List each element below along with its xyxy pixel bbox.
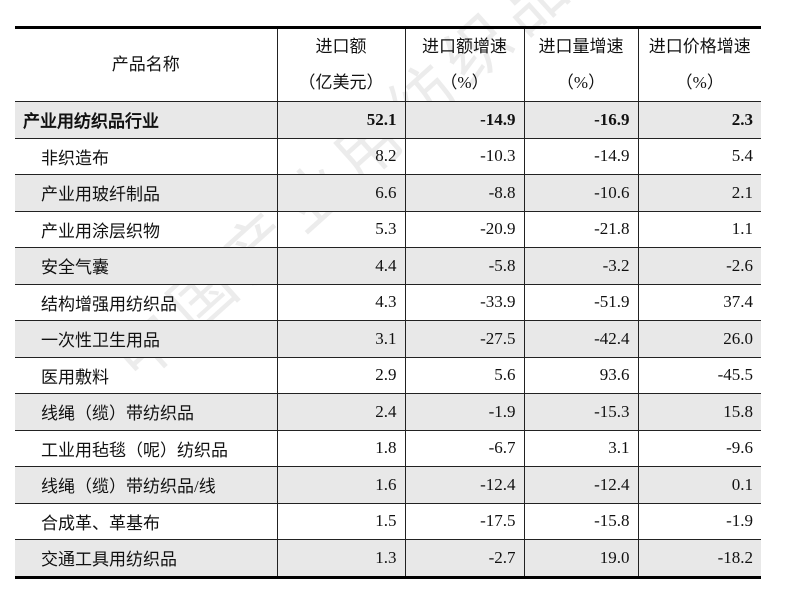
product-name: 线绳（缆）带纺织品 — [15, 393, 278, 431]
value-cell: 1.5 — [277, 502, 406, 540]
value-cell: 5.4 — [638, 137, 761, 175]
header-line1: 进口量增速 — [538, 37, 624, 56]
table-row: 一次性卫生用品 3.1 -27.5 -42.4 26.0 — [15, 320, 761, 358]
value-cell: -14.9 — [524, 137, 639, 175]
column-header: 产品名称 — [15, 27, 278, 102]
product-name: 结构增强用纺织品 — [15, 283, 278, 321]
product-name: 产业用玻纤制品 — [15, 174, 278, 212]
value-cell: 3.1 — [277, 320, 406, 358]
value-cell: 1.1 — [638, 210, 761, 248]
product-name: 医用敷料 — [15, 356, 278, 394]
value-cell: -51.9 — [524, 283, 639, 321]
product-name: 工业用毡毯（呢）纺织品 — [15, 429, 278, 467]
table-row: 医用敷料 2.9 5.6 93.6 -45.5 — [15, 356, 761, 394]
product-name: 非织造布 — [15, 137, 278, 175]
value-cell: 5.3 — [277, 210, 406, 248]
column-header: 进口额 （亿美元） — [277, 27, 406, 102]
header-line1: 进口额增速 — [422, 37, 507, 56]
value-cell: -10.6 — [524, 174, 639, 212]
value-cell: -33.9 — [405, 283, 525, 321]
header-line1: 进口额 — [315, 37, 367, 56]
value-cell: 1.3 — [277, 539, 406, 578]
product-name: 产业用涂层织物 — [15, 210, 278, 248]
value-cell: 15.8 — [638, 393, 761, 431]
value-cell: 4.4 — [277, 247, 406, 285]
value-cell: -14.9 — [405, 101, 525, 139]
value-cell: -1.9 — [405, 393, 525, 431]
column-header: 进口量增速 （%） — [524, 27, 639, 102]
value-cell: 0.1 — [638, 466, 761, 504]
value-cell: 6.6 — [277, 174, 406, 212]
value-cell: -42.4 — [524, 320, 639, 358]
value-cell: 2.4 — [277, 393, 406, 431]
value-cell: -2.7 — [405, 539, 525, 578]
value-cell: -18.2 — [638, 539, 761, 578]
table-row: 线绳（缆）带纺织品 2.4 -1.9 -15.3 15.8 — [15, 393, 761, 431]
product-name: 安全气囊 — [15, 247, 278, 285]
header-line2: （%） — [675, 73, 724, 92]
header-line1: 进口价格增速 — [648, 37, 751, 56]
value-cell: 3.1 — [524, 429, 639, 467]
header-line2: （%） — [556, 73, 606, 92]
value-cell: -10.3 — [405, 137, 525, 175]
value-cell: -27.5 — [405, 320, 525, 358]
value-cell: -16.9 — [524, 101, 639, 139]
value-cell: 1.8 — [277, 429, 406, 467]
value-cell: 8.2 — [277, 137, 406, 175]
value-cell: 37.4 — [638, 283, 761, 321]
value-cell: -12.4 — [524, 466, 639, 504]
value-cell: 5.6 — [405, 356, 525, 394]
table-row: 工业用毡毯（呢）纺织品 1.8 -6.7 3.1 -9.6 — [15, 429, 761, 467]
value-cell: 2.1 — [638, 174, 761, 212]
value-cell: -15.3 — [524, 393, 639, 431]
value-cell: -3.2 — [524, 247, 639, 285]
value-cell: 19.0 — [524, 539, 639, 578]
value-cell: 93.6 — [524, 356, 639, 394]
column-header: 进口额增速 （%） — [405, 27, 525, 102]
value-cell: -15.8 — [524, 502, 639, 540]
table-row: 线绳（缆）带纺织品/线 1.6 -12.4 -12.4 0.1 — [15, 466, 761, 504]
table-row: 安全气囊 4.4 -5.8 -3.2 -2.6 — [15, 247, 761, 285]
import-table: 产品名称 进口额 （亿美元） 进口额增速 （%） 进口量增速 （%） 进口价格增速 （%） 产业… — [15, 26, 761, 579]
value-cell: -6.7 — [405, 429, 525, 467]
value-cell: -1.9 — [638, 502, 761, 540]
product-name: 合成革、革基布 — [15, 502, 278, 540]
value-cell: 1.6 — [277, 466, 406, 504]
value-cell: 52.1 — [277, 101, 406, 139]
value-cell: -21.8 — [524, 210, 639, 248]
table-row: 产业用玻纤制品 6.6 -8.8 -10.6 2.1 — [15, 174, 761, 212]
value-cell: 2.3 — [638, 101, 761, 139]
value-cell: 26.0 — [638, 320, 761, 358]
header-row: 产品名称 进口额 （亿美元） 进口额增速 （%） 进口量增速 （%） 进口价格增速 （%） — [15, 27, 761, 102]
value-cell: 4.3 — [277, 283, 406, 321]
column-header: 进口价格增速 （%） — [638, 27, 761, 102]
total-row: 产业用纺织品行业 52.1 -14.9 -16.9 2.3 — [15, 101, 761, 139]
product-name: 一次性卫生用品 — [15, 320, 278, 358]
value-cell: -2.6 — [638, 247, 761, 285]
value-cell: -5.8 — [405, 247, 525, 285]
table-row: 非织造布 8.2 -10.3 -14.9 5.4 — [15, 137, 761, 175]
value-cell: -20.9 — [405, 210, 525, 248]
product-name: 线绳（缆）带纺织品/线 — [15, 466, 278, 504]
value-cell: -12.4 — [405, 466, 525, 504]
table-row: 合成革、革基布 1.5 -17.5 -15.8 -1.9 — [15, 502, 761, 540]
table-row: 产业用涂层织物 5.3 -20.9 -21.8 1.1 — [15, 210, 761, 248]
value-cell: -8.8 — [405, 174, 525, 212]
value-cell: -17.5 — [405, 502, 525, 540]
product-name: 交通工具用纺织品 — [15, 539, 278, 578]
value-cell: -45.5 — [638, 356, 761, 394]
header-line1: 产品名称 — [111, 55, 180, 74]
value-cell: -9.6 — [638, 429, 761, 467]
value-cell: 2.9 — [277, 356, 406, 394]
product-name: 产业用纺织品行业 — [15, 101, 278, 139]
table-row: 交通工具用纺织品 1.3 -2.7 19.0 -18.2 — [15, 539, 761, 578]
table-row: 结构增强用纺织品 4.3 -33.9 -51.9 37.4 — [15, 283, 761, 321]
header-line2: （%） — [440, 73, 489, 92]
header-line2: （亿美元） — [298, 73, 384, 92]
